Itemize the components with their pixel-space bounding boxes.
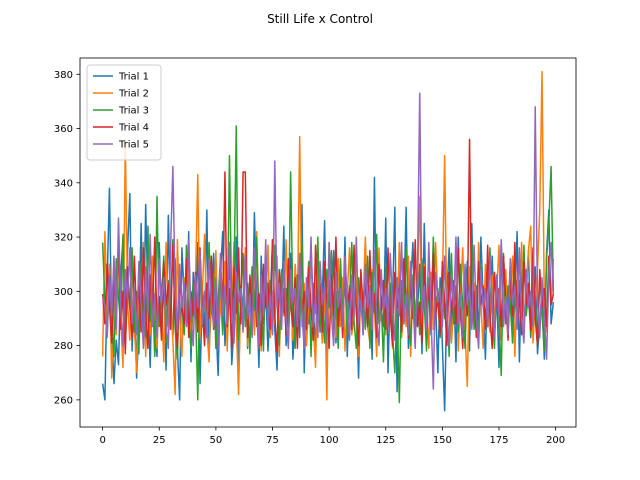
legend: Trial 1 Trial 2 Trial 3 Trial 4 Trial 5 xyxy=(86,64,162,161)
legend-label-trial-4: Trial 4 xyxy=(118,123,149,134)
chart-title: Still Life x Control xyxy=(267,12,373,26)
x-tick-label: 100 xyxy=(320,435,339,446)
y-tick-label: 280 xyxy=(54,341,73,352)
x-tick-label: 200 xyxy=(546,435,565,446)
y-tick-label: 320 xyxy=(54,233,73,244)
series-line-trial-4 xyxy=(101,138,555,355)
x-tick-label: 125 xyxy=(376,435,395,446)
x-tick-label: 175 xyxy=(489,435,508,446)
x-tick-label: 150 xyxy=(433,435,452,446)
legend-label-trial-2: Trial 2 xyxy=(118,89,149,100)
x-tick-label: 75 xyxy=(266,435,279,446)
legend-label-trial-5: Trial 5 xyxy=(118,140,149,151)
legend-label-trial-3: Trial 3 xyxy=(118,106,149,117)
legend-box xyxy=(86,64,162,161)
x-tick-label: 0 xyxy=(99,435,105,446)
y-tick-label: 380 xyxy=(54,70,73,81)
x-tick-label: 50 xyxy=(210,435,223,446)
y-tick-label: 260 xyxy=(54,395,73,406)
series-line-trial-5 xyxy=(101,92,555,390)
y-tick-label: 300 xyxy=(54,287,73,298)
series-group xyxy=(101,70,555,412)
x-axis: 0 25 50 75 100 125 150 175 200 xyxy=(99,427,565,446)
y-tick-label: 340 xyxy=(54,178,73,189)
y-tick-label: 360 xyxy=(54,124,73,135)
y-axis: 260 280 300 320 340 360 380 xyxy=(54,70,80,406)
x-tick-label: 25 xyxy=(153,435,166,446)
plot-frame xyxy=(79,57,577,428)
legend-label-trial-1: Trial 1 xyxy=(118,72,149,83)
